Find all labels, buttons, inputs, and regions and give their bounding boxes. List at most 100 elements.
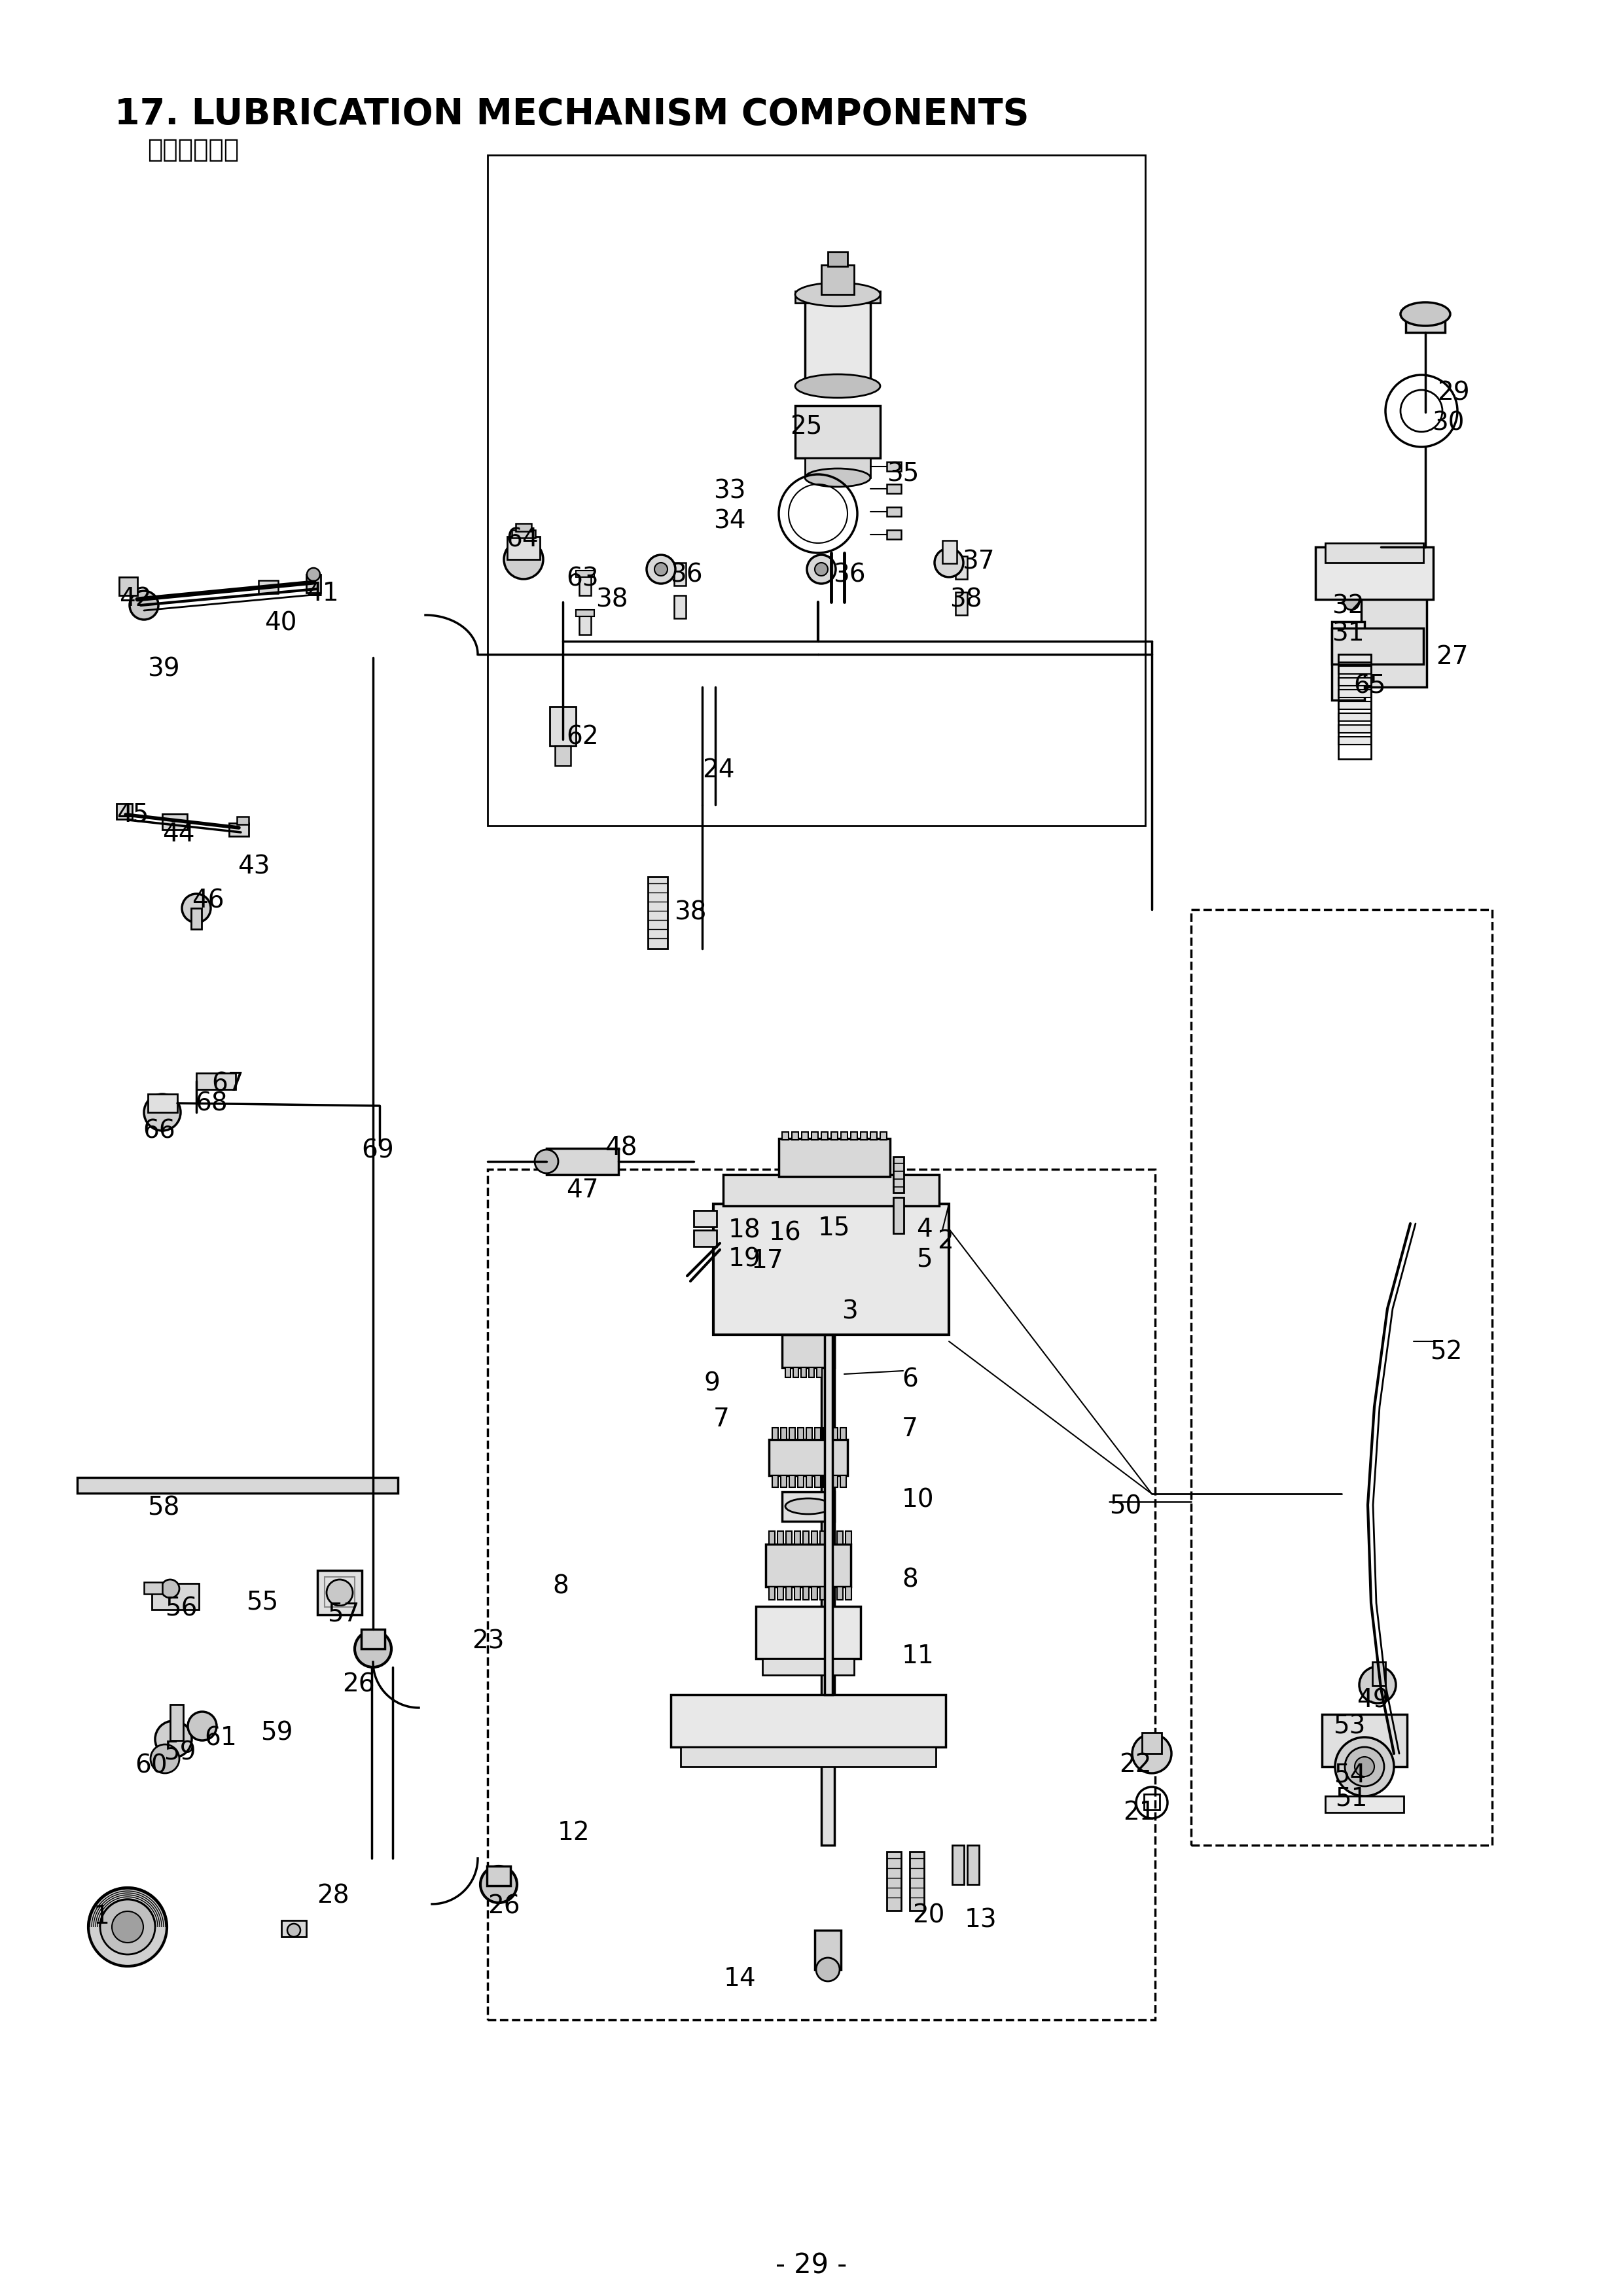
- Bar: [841, 1476, 846, 1488]
- Bar: [789, 1476, 795, 1488]
- Bar: [1339, 654, 1371, 760]
- Bar: [506, 537, 540, 560]
- Circle shape: [1370, 576, 1389, 595]
- Bar: [148, 1093, 177, 1111]
- Text: - 29 -: - 29 -: [776, 2252, 847, 2280]
- Circle shape: [101, 1899, 156, 1954]
- Bar: [886, 1851, 901, 1910]
- Text: 6: 6: [902, 1368, 919, 1391]
- Circle shape: [355, 1630, 391, 1667]
- Bar: [1326, 544, 1423, 563]
- Bar: [823, 1476, 829, 1488]
- Circle shape: [816, 1958, 839, 1981]
- Bar: [831, 1428, 837, 1440]
- Bar: [782, 1492, 834, 1522]
- Bar: [828, 253, 847, 266]
- Bar: [555, 746, 571, 765]
- Bar: [846, 1587, 852, 1600]
- Bar: [487, 1867, 511, 1885]
- Bar: [281, 1919, 307, 1938]
- Text: 32: 32: [1332, 595, 1365, 620]
- Bar: [773, 1476, 777, 1488]
- Bar: [170, 1704, 183, 1740]
- Text: 37: 37: [962, 549, 995, 574]
- Circle shape: [307, 567, 320, 581]
- Circle shape: [1345, 1747, 1384, 1786]
- Bar: [860, 1132, 867, 1139]
- Bar: [550, 707, 576, 746]
- Bar: [144, 1582, 162, 1593]
- Bar: [1339, 726, 1371, 732]
- Text: 17: 17: [751, 1249, 784, 1274]
- Bar: [815, 1931, 841, 1970]
- Text: 21: 21: [1123, 1800, 1156, 1825]
- Bar: [1362, 569, 1427, 687]
- Bar: [777, 1531, 784, 1545]
- Bar: [795, 406, 880, 457]
- Text: 42: 42: [118, 585, 151, 611]
- Text: 58: 58: [148, 1495, 180, 1520]
- Bar: [1339, 654, 1371, 661]
- Bar: [1406, 315, 1444, 333]
- Text: 10: 10: [902, 1488, 935, 1513]
- Bar: [781, 1428, 787, 1440]
- Text: 63: 63: [566, 567, 599, 590]
- Bar: [808, 1368, 815, 1378]
- Bar: [579, 576, 591, 595]
- Text: 7: 7: [902, 1417, 919, 1442]
- Bar: [786, 1368, 790, 1378]
- Text: 30: 30: [1431, 411, 1464, 436]
- Bar: [1332, 629, 1423, 664]
- Text: 67: 67: [211, 1072, 243, 1097]
- Bar: [547, 1148, 618, 1176]
- Ellipse shape: [795, 374, 880, 397]
- Bar: [1339, 677, 1371, 687]
- Text: 8: 8: [552, 1573, 568, 1598]
- Bar: [886, 484, 901, 494]
- Text: 29: 29: [1436, 381, 1469, 406]
- Text: 12: 12: [558, 1821, 591, 1846]
- Bar: [803, 1587, 808, 1600]
- Bar: [576, 611, 594, 615]
- Bar: [153, 1584, 200, 1609]
- Bar: [820, 1587, 826, 1600]
- Bar: [576, 572, 594, 576]
- Bar: [78, 1476, 398, 1492]
- Bar: [820, 1531, 826, 1545]
- Bar: [821, 1132, 828, 1139]
- Bar: [693, 1210, 717, 1226]
- Bar: [1326, 1795, 1404, 1812]
- Text: 3: 3: [842, 1300, 859, 1325]
- Text: 43: 43: [237, 854, 269, 879]
- Text: 27: 27: [1436, 645, 1469, 670]
- Bar: [786, 1587, 792, 1600]
- Bar: [782, 1334, 834, 1368]
- Bar: [117, 804, 131, 820]
- Bar: [841, 1132, 847, 1139]
- Bar: [674, 563, 687, 585]
- Bar: [880, 1132, 886, 1139]
- Bar: [786, 1531, 792, 1545]
- Bar: [886, 461, 901, 471]
- Text: 13: 13: [964, 1908, 997, 1933]
- Text: 59: 59: [164, 1740, 196, 1766]
- Bar: [1315, 546, 1433, 599]
- Text: 69: 69: [362, 1139, 394, 1164]
- Circle shape: [503, 540, 544, 579]
- Bar: [162, 815, 187, 829]
- Bar: [714, 1203, 949, 1334]
- Text: 28: 28: [316, 1883, 349, 1908]
- Text: 24: 24: [703, 758, 735, 783]
- Bar: [792, 1132, 799, 1139]
- Bar: [1339, 737, 1371, 744]
- Bar: [812, 1587, 818, 1600]
- Bar: [805, 294, 870, 386]
- Bar: [837, 1587, 842, 1600]
- Text: 31: 31: [1332, 622, 1365, 647]
- Bar: [893, 1157, 904, 1194]
- Text: 35: 35: [886, 461, 919, 487]
- Bar: [816, 1368, 821, 1378]
- Bar: [886, 507, 901, 517]
- Text: 20: 20: [912, 1903, 945, 1929]
- Circle shape: [151, 1745, 179, 1773]
